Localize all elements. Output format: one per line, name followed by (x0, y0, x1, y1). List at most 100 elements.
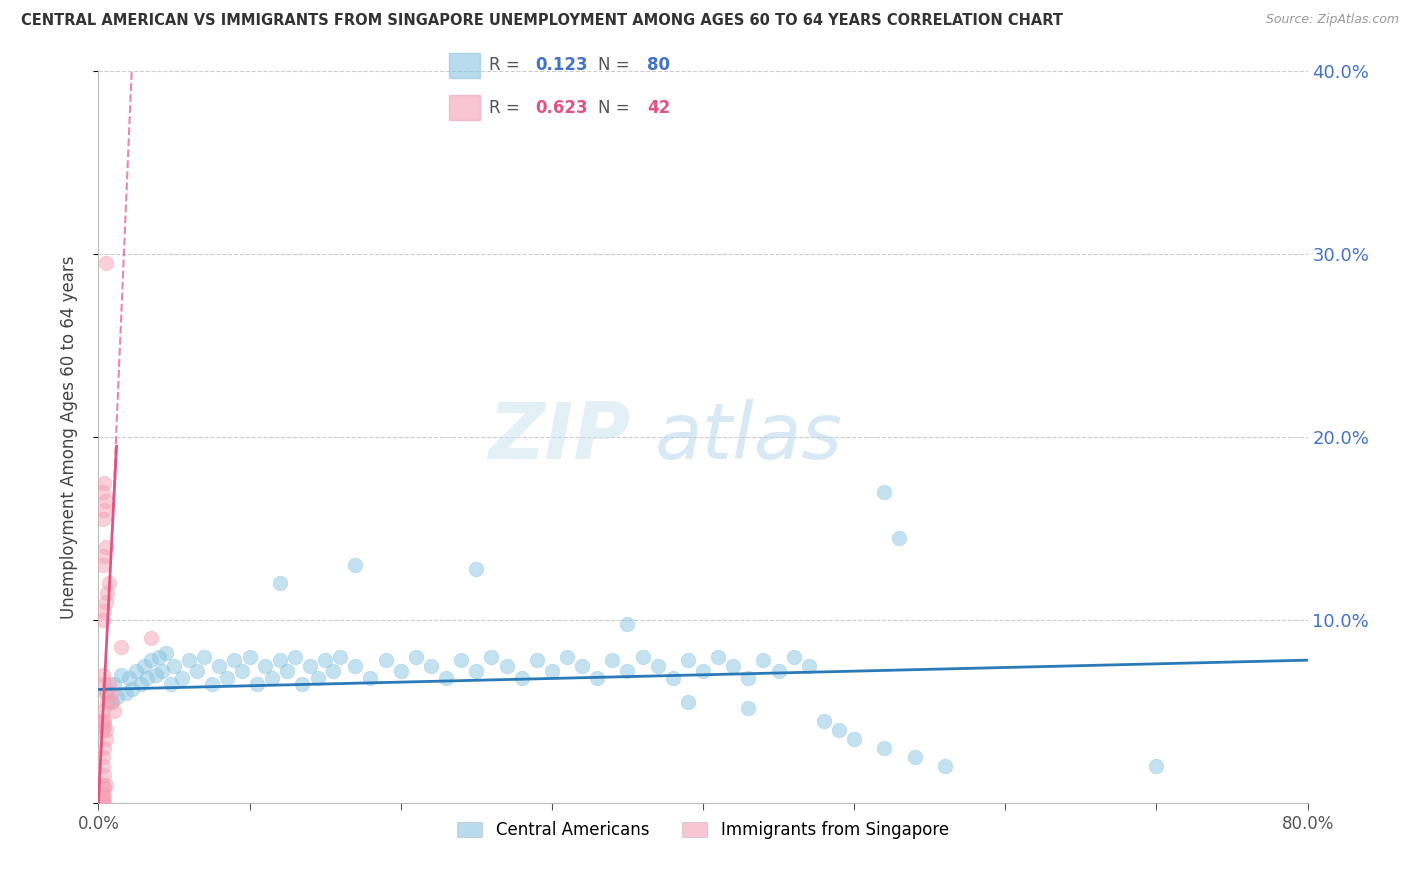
Point (94, 686, 117, 700)
Point (450, 653, 472, 667)
Point (276, 664, 298, 678)
Point (314, 653, 336, 667)
Point (94, 494, 117, 508)
Point (129, 677, 152, 691)
FancyBboxPatch shape (449, 95, 479, 120)
Point (269, 576, 291, 591)
Point (389, 664, 412, 678)
Point (661, 672, 683, 686)
Text: R =: R = (489, 99, 526, 117)
Point (797, 658, 820, 673)
Point (93, 740, 115, 755)
Text: Source: ZipAtlas.com: Source: ZipAtlas.com (1265, 13, 1399, 27)
Point (555, 649, 578, 664)
Point (269, 653, 291, 667)
Point (91, 778, 114, 792)
Point (94, 256, 117, 270)
Point (299, 658, 322, 673)
Point (676, 695, 699, 709)
Point (105, 690, 128, 704)
Point (94, 731, 117, 746)
Point (616, 664, 638, 678)
Point (208, 658, 231, 673)
Point (125, 664, 148, 678)
Point (540, 664, 562, 678)
Point (571, 658, 593, 673)
FancyBboxPatch shape (449, 53, 479, 78)
Point (150, 664, 173, 678)
Point (1144, 759, 1167, 773)
Point (98, 576, 121, 591)
Point (96, 585, 118, 599)
Point (420, 658, 443, 673)
Point (94, 686, 117, 700)
Text: N =: N = (598, 56, 634, 74)
Point (692, 664, 714, 678)
Point (93, 781, 115, 796)
Text: N =: N = (598, 99, 634, 117)
Point (647, 658, 669, 673)
Point (707, 649, 730, 664)
Text: R =: R = (489, 56, 526, 74)
Point (101, 695, 124, 709)
Point (495, 658, 517, 673)
Point (91, 512, 114, 526)
Point (91, 613, 114, 627)
Text: CENTRAL AMERICAN VS IMMIGRANTS FROM SINGAPORE UNEMPLOYMENT AMONG AGES 60 TO 64 Y: CENTRAL AMERICAN VS IMMIGRANTS FROM SING… (21, 13, 1063, 29)
Point (284, 649, 307, 664)
Point (526, 653, 548, 667)
Point (121, 682, 143, 697)
Point (676, 653, 699, 667)
Point (163, 658, 186, 673)
Point (132, 658, 155, 673)
Point (141, 653, 163, 667)
Point (103, 705, 125, 719)
Point (344, 558, 367, 573)
Point (186, 664, 208, 678)
Point (100, 686, 122, 700)
Point (510, 672, 533, 686)
Y-axis label: Unemployment Among Ages 60 to 64 years: Unemployment Among Ages 60 to 64 years (59, 255, 77, 619)
Point (91, 714, 114, 728)
Point (231, 664, 253, 678)
Point (481, 649, 503, 664)
Point (91, 787, 114, 801)
Point (160, 677, 183, 691)
Point (329, 649, 352, 664)
Point (118, 672, 141, 686)
Point (110, 667, 132, 681)
Point (813, 714, 835, 728)
Point (752, 653, 775, 667)
Point (93, 790, 115, 805)
Point (193, 649, 215, 664)
Point (904, 750, 927, 764)
Point (141, 632, 163, 646)
Point (602, 653, 624, 667)
Point (96, 695, 118, 709)
Point (91, 759, 114, 773)
Point (465, 664, 488, 678)
Point (91, 485, 114, 500)
Point (201, 677, 224, 691)
Text: atlas: atlas (655, 399, 842, 475)
Point (91, 667, 114, 681)
Point (465, 562, 488, 576)
Point (91, 750, 114, 764)
Point (145, 667, 167, 681)
Point (155, 646, 177, 660)
Point (91, 723, 114, 737)
Point (586, 672, 609, 686)
Point (179, 653, 201, 667)
Point (224, 653, 246, 667)
Point (873, 485, 896, 500)
Text: 0.123: 0.123 (536, 56, 588, 74)
Point (93, 796, 115, 810)
Point (103, 677, 125, 691)
Point (135, 672, 157, 686)
Point (631, 649, 654, 664)
Point (246, 677, 269, 691)
Point (616, 616, 638, 631)
Point (94, 540, 117, 554)
Point (723, 658, 745, 673)
Point (100, 695, 122, 709)
